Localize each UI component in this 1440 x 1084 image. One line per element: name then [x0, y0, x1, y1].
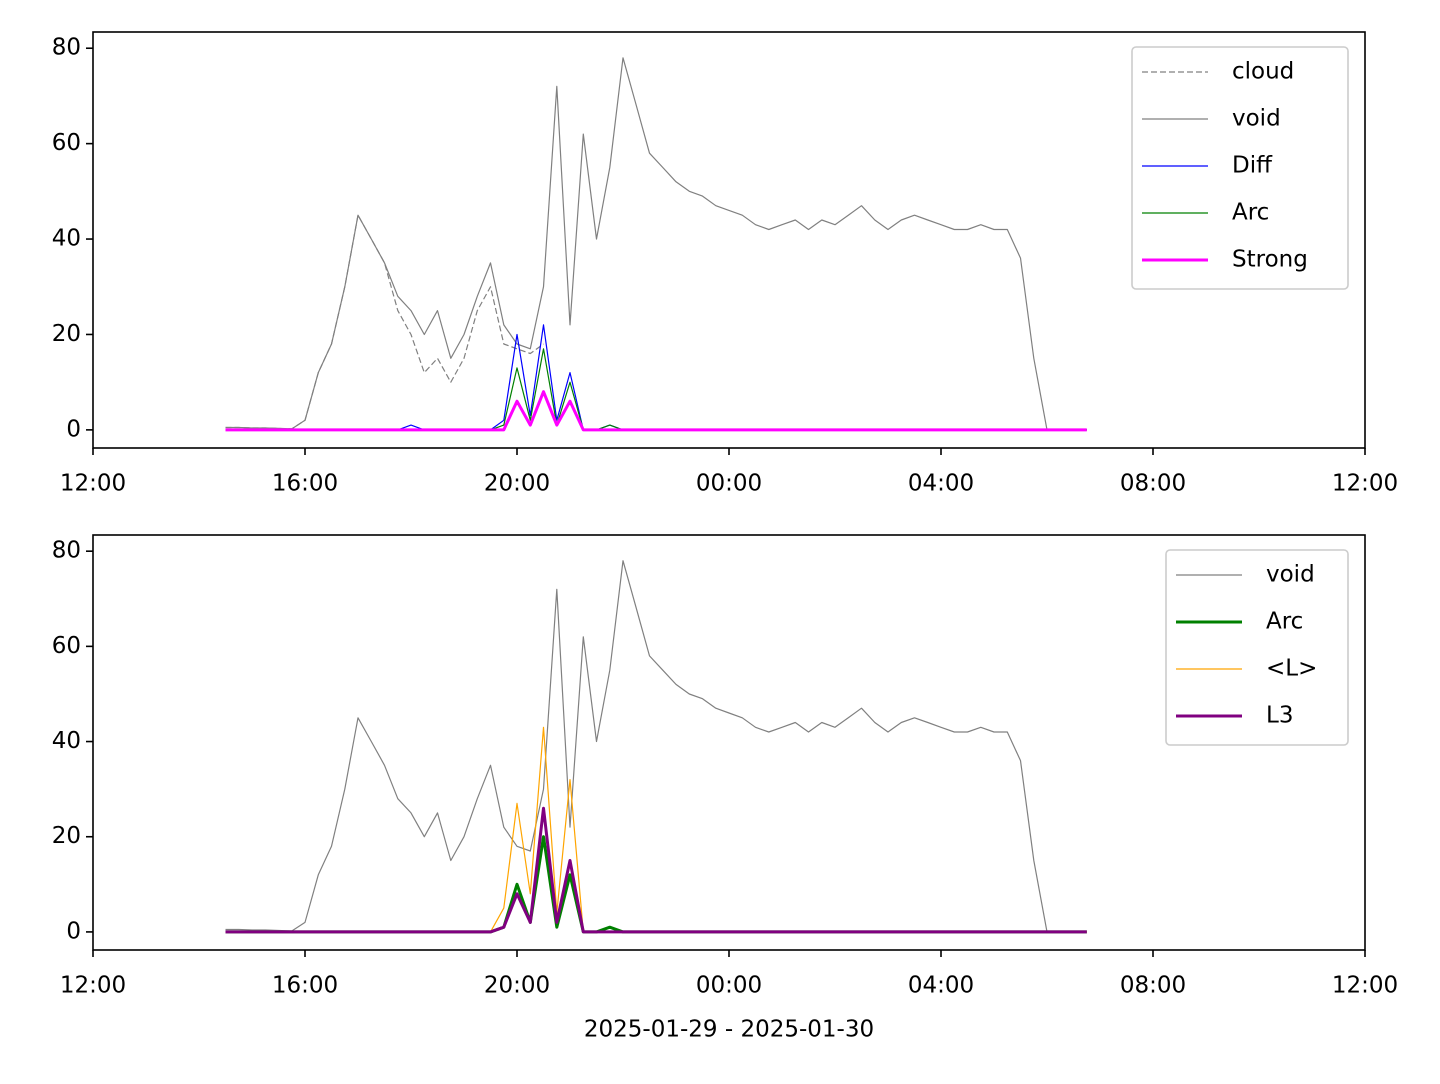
legend-label: void — [1266, 562, 1315, 588]
series-line — [225, 348, 1087, 431]
series-line — [225, 214, 544, 430]
legend-label: void — [1232, 106, 1281, 132]
x-tick-label: 04:00 — [908, 973, 974, 999]
legend-label: Diff — [1232, 153, 1273, 179]
y-tick-label: 40 — [52, 226, 81, 252]
legend-label: Arc — [1232, 200, 1269, 226]
x-tick-label: 12:00 — [1332, 973, 1398, 999]
subplot: 0 20 40 60 80 12:00 16:00 20:00 00:00 04:00 08:00 1… — [52, 534, 1398, 1043]
series-line — [225, 806, 1087, 934]
legend-label: L3 — [1266, 703, 1293, 729]
x-tick-label: 12:00 — [60, 973, 126, 999]
legend-label: cloud — [1232, 59, 1294, 85]
legend: void Arc <L> L3 — [1165, 549, 1349, 746]
y-tick-label: 80 — [52, 538, 81, 564]
legend-label: <L> — [1266, 656, 1317, 682]
series-line — [225, 726, 1087, 933]
x-tick-label: 00:00 — [696, 471, 762, 497]
y-tick-label: 20 — [52, 321, 81, 347]
x-tick-label: 12:00 — [1332, 471, 1398, 497]
y-tick-label: 0 — [66, 416, 81, 442]
x-tick-label: 08:00 — [1120, 973, 1186, 999]
x-tick-label: 16:00 — [272, 471, 338, 497]
series-line — [225, 835, 1087, 934]
y-tick-label: 60 — [52, 130, 81, 156]
series-line — [225, 560, 1087, 933]
y-tick-label: 60 — [52, 633, 81, 659]
legend-label: Strong — [1232, 247, 1308, 273]
series-line — [225, 324, 1087, 431]
x-tick-label: 20:00 — [484, 471, 550, 497]
x-tick-label: 04:00 — [908, 471, 974, 497]
x-axis-label: 2025-01-29 - 2025-01-30 — [584, 1017, 874, 1043]
x-tick-label: 16:00 — [272, 973, 338, 999]
legend-label: Arc — [1266, 609, 1303, 635]
subplot: 0 20 40 60 80 12:00 16:00 20:00 00:00 04:00 08:00 1… — [52, 31, 1398, 497]
axes-frame — [92, 31, 1366, 449]
series-line — [225, 57, 1087, 431]
legend: cloud void Diff Arc Strong — [1131, 46, 1349, 290]
x-tick-label: 20:00 — [484, 973, 550, 999]
x-tick-label: 00:00 — [696, 973, 762, 999]
x-tick-label: 08:00 — [1120, 471, 1186, 497]
y-tick-label: 20 — [52, 823, 81, 849]
legend-box — [1131, 46, 1349, 290]
legend-box — [1165, 549, 1349, 746]
y-tick-label: 40 — [52, 728, 81, 754]
y-tick-label: 80 — [52, 35, 81, 61]
axes-frame — [92, 534, 1366, 951]
y-tick-label: 0 — [66, 918, 81, 944]
series-line — [225, 390, 1087, 432]
x-tick-label: 12:00 — [60, 471, 126, 497]
